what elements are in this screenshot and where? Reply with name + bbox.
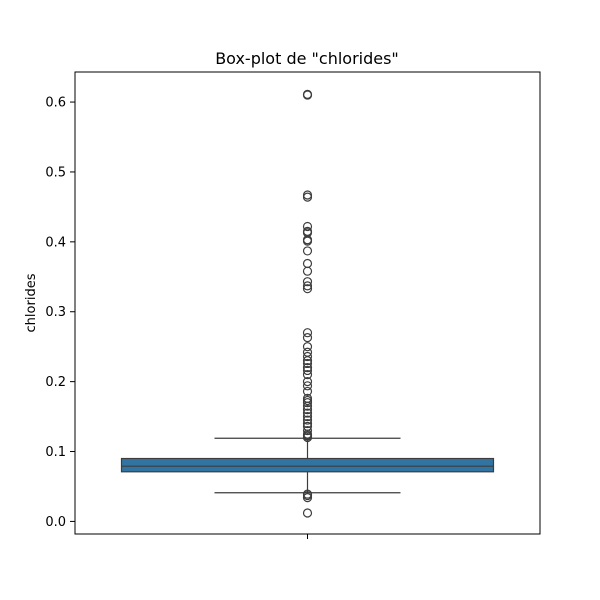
outlier-point [302, 508, 313, 518]
y-tick-label: 0.0 [45, 515, 66, 530]
outlier-point [302, 370, 313, 380]
outlier-point [302, 332, 313, 343]
outlier-point [302, 386, 313, 397]
outlier-point [302, 363, 313, 373]
outlier-point [302, 246, 313, 256]
outlier-point [302, 418, 313, 429]
outlier-point [302, 377, 313, 387]
y-tick-label: 0.5 [45, 165, 66, 180]
outlier-point [302, 404, 313, 415]
outlier-point [302, 347, 313, 357]
outlier-point [302, 258, 313, 269]
outlier-point [302, 421, 313, 431]
outlier-point [302, 408, 313, 418]
outlier-point [302, 89, 313, 99]
outlier-point [302, 381, 313, 391]
outlier-point [302, 266, 313, 276]
outlier-point [302, 342, 313, 352]
outlier-point [302, 425, 313, 436]
interquartile-box [120, 457, 495, 473]
outlier-point [302, 284, 313, 294]
outlier-point [302, 281, 313, 291]
y-tick-label: 0.3 [45, 305, 66, 320]
outlier-point [302, 190, 313, 200]
outlier-point [302, 351, 313, 362]
outlier-point [302, 221, 313, 232]
outlier-point [302, 393, 313, 404]
outlier-point [302, 328, 313, 338]
y-tick-label: 0.1 [45, 445, 66, 460]
y-tick-label: 0.2 [45, 375, 66, 390]
outlier-point [302, 277, 313, 287]
outlier-point [302, 226, 313, 236]
plot-area: 0.0 0.1 0.2 0.3 0.4 0.5 0.6 [45, 89, 495, 539]
y-tick-label: 0.6 [45, 96, 66, 111]
outlier-point [302, 489, 313, 499]
y-tick-label: 0.4 [45, 235, 66, 250]
outlier-point [302, 358, 313, 369]
chart-title: Box-plot de "chlorides" [215, 49, 399, 68]
y-axis-label: chlorides [24, 273, 39, 332]
outlier-point [302, 365, 313, 376]
outlier-point [302, 415, 313, 425]
outlier-point [302, 411, 313, 422]
plot-frame [74, 71, 541, 535]
